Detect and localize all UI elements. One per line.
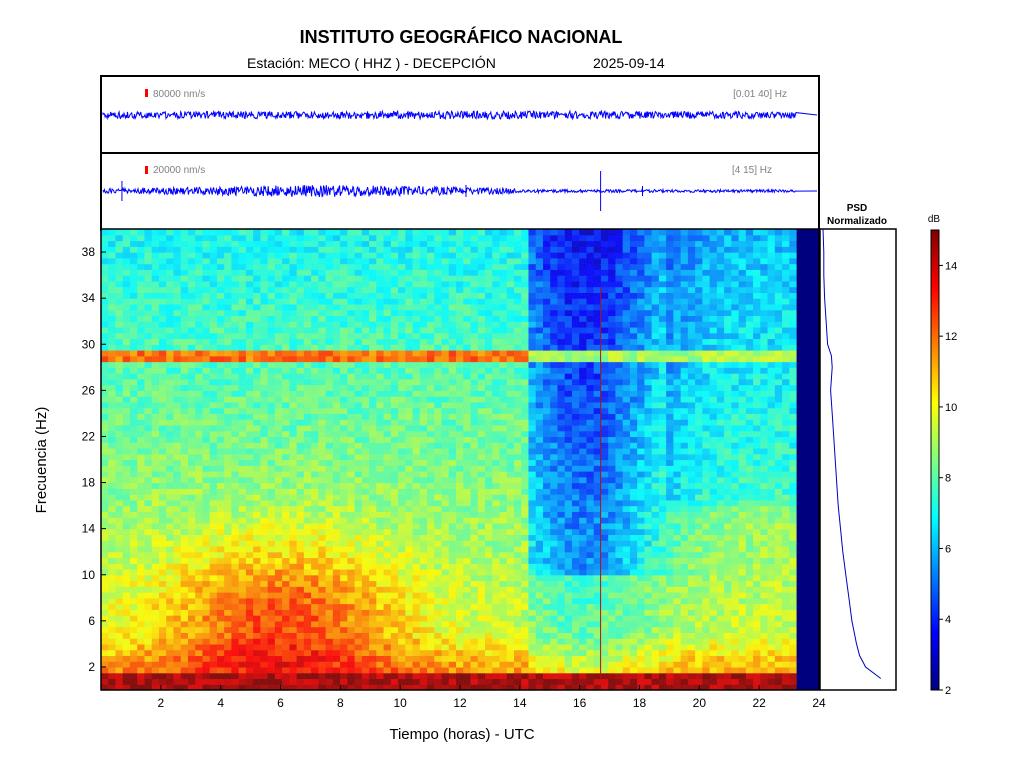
trace-1-scale-label: 80000 nm/s — [153, 89, 205, 100]
date-label: 2025-09-14 — [593, 55, 665, 71]
station-label: Estación: MECO ( HHZ ) - DECEPCIÓN — [247, 55, 496, 71]
trace-2-waveform — [102, 185, 818, 198]
trace-panel-1: 80000 nm/s [0.01 40] Hz — [100, 75, 820, 155]
trace-2-scale-marker — [145, 166, 148, 174]
spectrogram-plot — [101, 229, 819, 690]
page-title: INSTITUTO GEOGRÁFICO NACIONAL — [299, 27, 623, 47]
trace-1-scale-marker — [145, 89, 148, 97]
trace-panel-2: 20000 nm/s [4 15] Hz — [100, 152, 820, 231]
trace-2-scale-label: 20000 nm/s — [153, 165, 205, 176]
trace-2-band-label: [4 15] Hz — [732, 165, 772, 176]
trace-1-waveform — [102, 109, 818, 121]
trace-1-band-label: [0.01 40] Hz — [733, 89, 787, 100]
